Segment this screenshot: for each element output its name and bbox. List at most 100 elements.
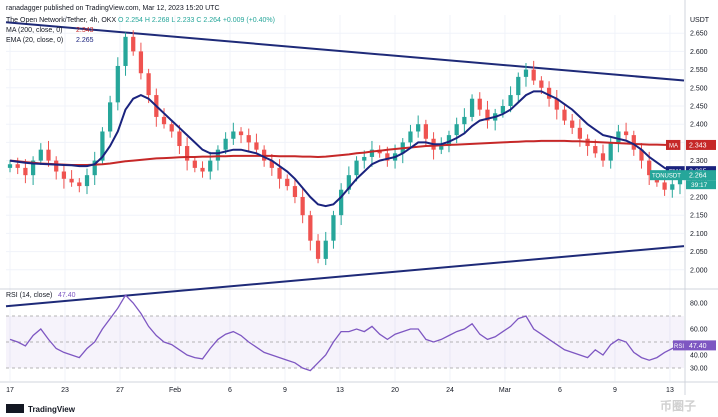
candle-body (100, 131, 105, 161)
watermark: 币圈子 (660, 398, 696, 413)
candle-body (92, 160, 97, 176)
ma-legend-value: 2.343 (76, 27, 94, 34)
ema-legend-value: 2.265 (76, 37, 94, 44)
rsi-value: 47.40 (689, 343, 707, 350)
time-tick-label: 9 (283, 387, 287, 394)
price-tick-label: 2.400 (690, 122, 708, 129)
instrument-title: The Open Network/Tether, 4h, OKX (6, 17, 116, 24)
candle-body (354, 160, 359, 176)
price-tick-label: 2.100 (690, 231, 708, 238)
candle-body (77, 182, 82, 187)
time-tick-label: 13 (336, 387, 344, 394)
candle-body (339, 189, 344, 216)
candle-body (61, 171, 67, 179)
candle-body (177, 131, 182, 147)
candle-body (662, 182, 667, 190)
tradingview-logo[interactable]: TradingView (6, 404, 76, 414)
last-price-value-box (686, 170, 716, 181)
price-tick-label: 2.000 (690, 267, 708, 274)
tradingview-logo-icon (6, 404, 24, 413)
candle-body (115, 65, 120, 103)
candle-body (577, 127, 583, 139)
time-tick-label: Feb (169, 387, 181, 394)
ma-price-tag-text: MA (669, 143, 678, 149)
candle-body (462, 116, 467, 125)
rsi-line (9, 294, 681, 372)
ohlc-readout: O 2.254 H 2.268 L 2.233 C 2.264 +0.009 (… (118, 17, 275, 24)
candle-body (546, 87, 552, 99)
candle-body (254, 142, 259, 150)
time-tick-label: 20 (391, 387, 399, 394)
time-tick-label: 17 (6, 387, 14, 394)
candle-body (323, 240, 328, 259)
price-tick-label: 2.550 (690, 67, 708, 74)
candle-body (485, 109, 490, 121)
candle-body (416, 124, 421, 132)
candle-body (408, 131, 413, 143)
candle-body (516, 76, 521, 96)
candle-body (570, 120, 575, 128)
time-tick-label: 24 (446, 387, 454, 394)
time-tick-label: 6 (558, 387, 562, 394)
candle-body (131, 36, 136, 52)
candle-body (362, 156, 367, 161)
price-tick-label: 2.200 (690, 195, 708, 202)
candle-body (539, 80, 544, 88)
candle-body (639, 149, 644, 161)
candle-body (439, 146, 444, 150)
candle-body (238, 131, 244, 136)
currency-label: USDT (690, 17, 710, 24)
ma-legend-label: MA (200, close, 0) (6, 27, 62, 34)
price-tick-label: 2.650 (690, 31, 708, 38)
ma200-line (9, 139, 680, 166)
candle-body (46, 149, 51, 161)
price-tick-label: 2.600 (690, 49, 708, 56)
candle-body (531, 69, 536, 81)
candle-body (208, 160, 213, 172)
candle-body (647, 160, 652, 176)
price-tick-label: 2.150 (690, 213, 708, 220)
time-tick-label: 6 (228, 387, 232, 394)
candle-body (523, 69, 529, 77)
time-tick-label: 9 (613, 387, 617, 394)
candle-body (623, 131, 629, 136)
ma-price-value-box (686, 139, 716, 150)
candle-body (30, 160, 36, 176)
candle-body (308, 215, 313, 241)
time-tick-label: 27 (116, 387, 124, 394)
candle-body (269, 160, 274, 168)
rsi-tick-label: 30.00 (690, 366, 708, 373)
rsi-tick-label: 80.00 (690, 301, 708, 308)
trendlines (5, 21, 685, 308)
candle-body (600, 153, 606, 161)
ma-price-value: 2.343 (689, 142, 707, 149)
candle-body (562, 109, 567, 121)
candle-body (231, 131, 236, 139)
author-line: ranadagger published on TradingView.com,… (6, 5, 220, 12)
rsi-tag (673, 340, 686, 351)
trendline (5, 21, 685, 82)
candle-body (477, 98, 482, 110)
moving-averages (9, 90, 681, 208)
candle-body (138, 51, 144, 74)
candle-body (593, 146, 598, 154)
candle-body (508, 95, 513, 106)
ema-legend-label: EMA (20, close, 0) (6, 37, 63, 44)
candle-body (500, 106, 505, 114)
candle-body (15, 164, 20, 168)
ma-price-tag (666, 139, 681, 150)
price-tick-label: 2.500 (690, 85, 708, 92)
candle-body (23, 167, 28, 176)
candle-body (454, 124, 459, 136)
candle-body (346, 175, 351, 190)
candle-body (54, 160, 59, 172)
candle-body (123, 36, 128, 66)
candle-body (107, 102, 113, 132)
candle-body (192, 160, 197, 168)
candle-body (146, 73, 151, 96)
candle-body (446, 135, 452, 147)
rsi-legend-label: RSI (14, close) (6, 292, 52, 299)
candle-body (38, 149, 43, 161)
candle-body (7, 164, 13, 168)
